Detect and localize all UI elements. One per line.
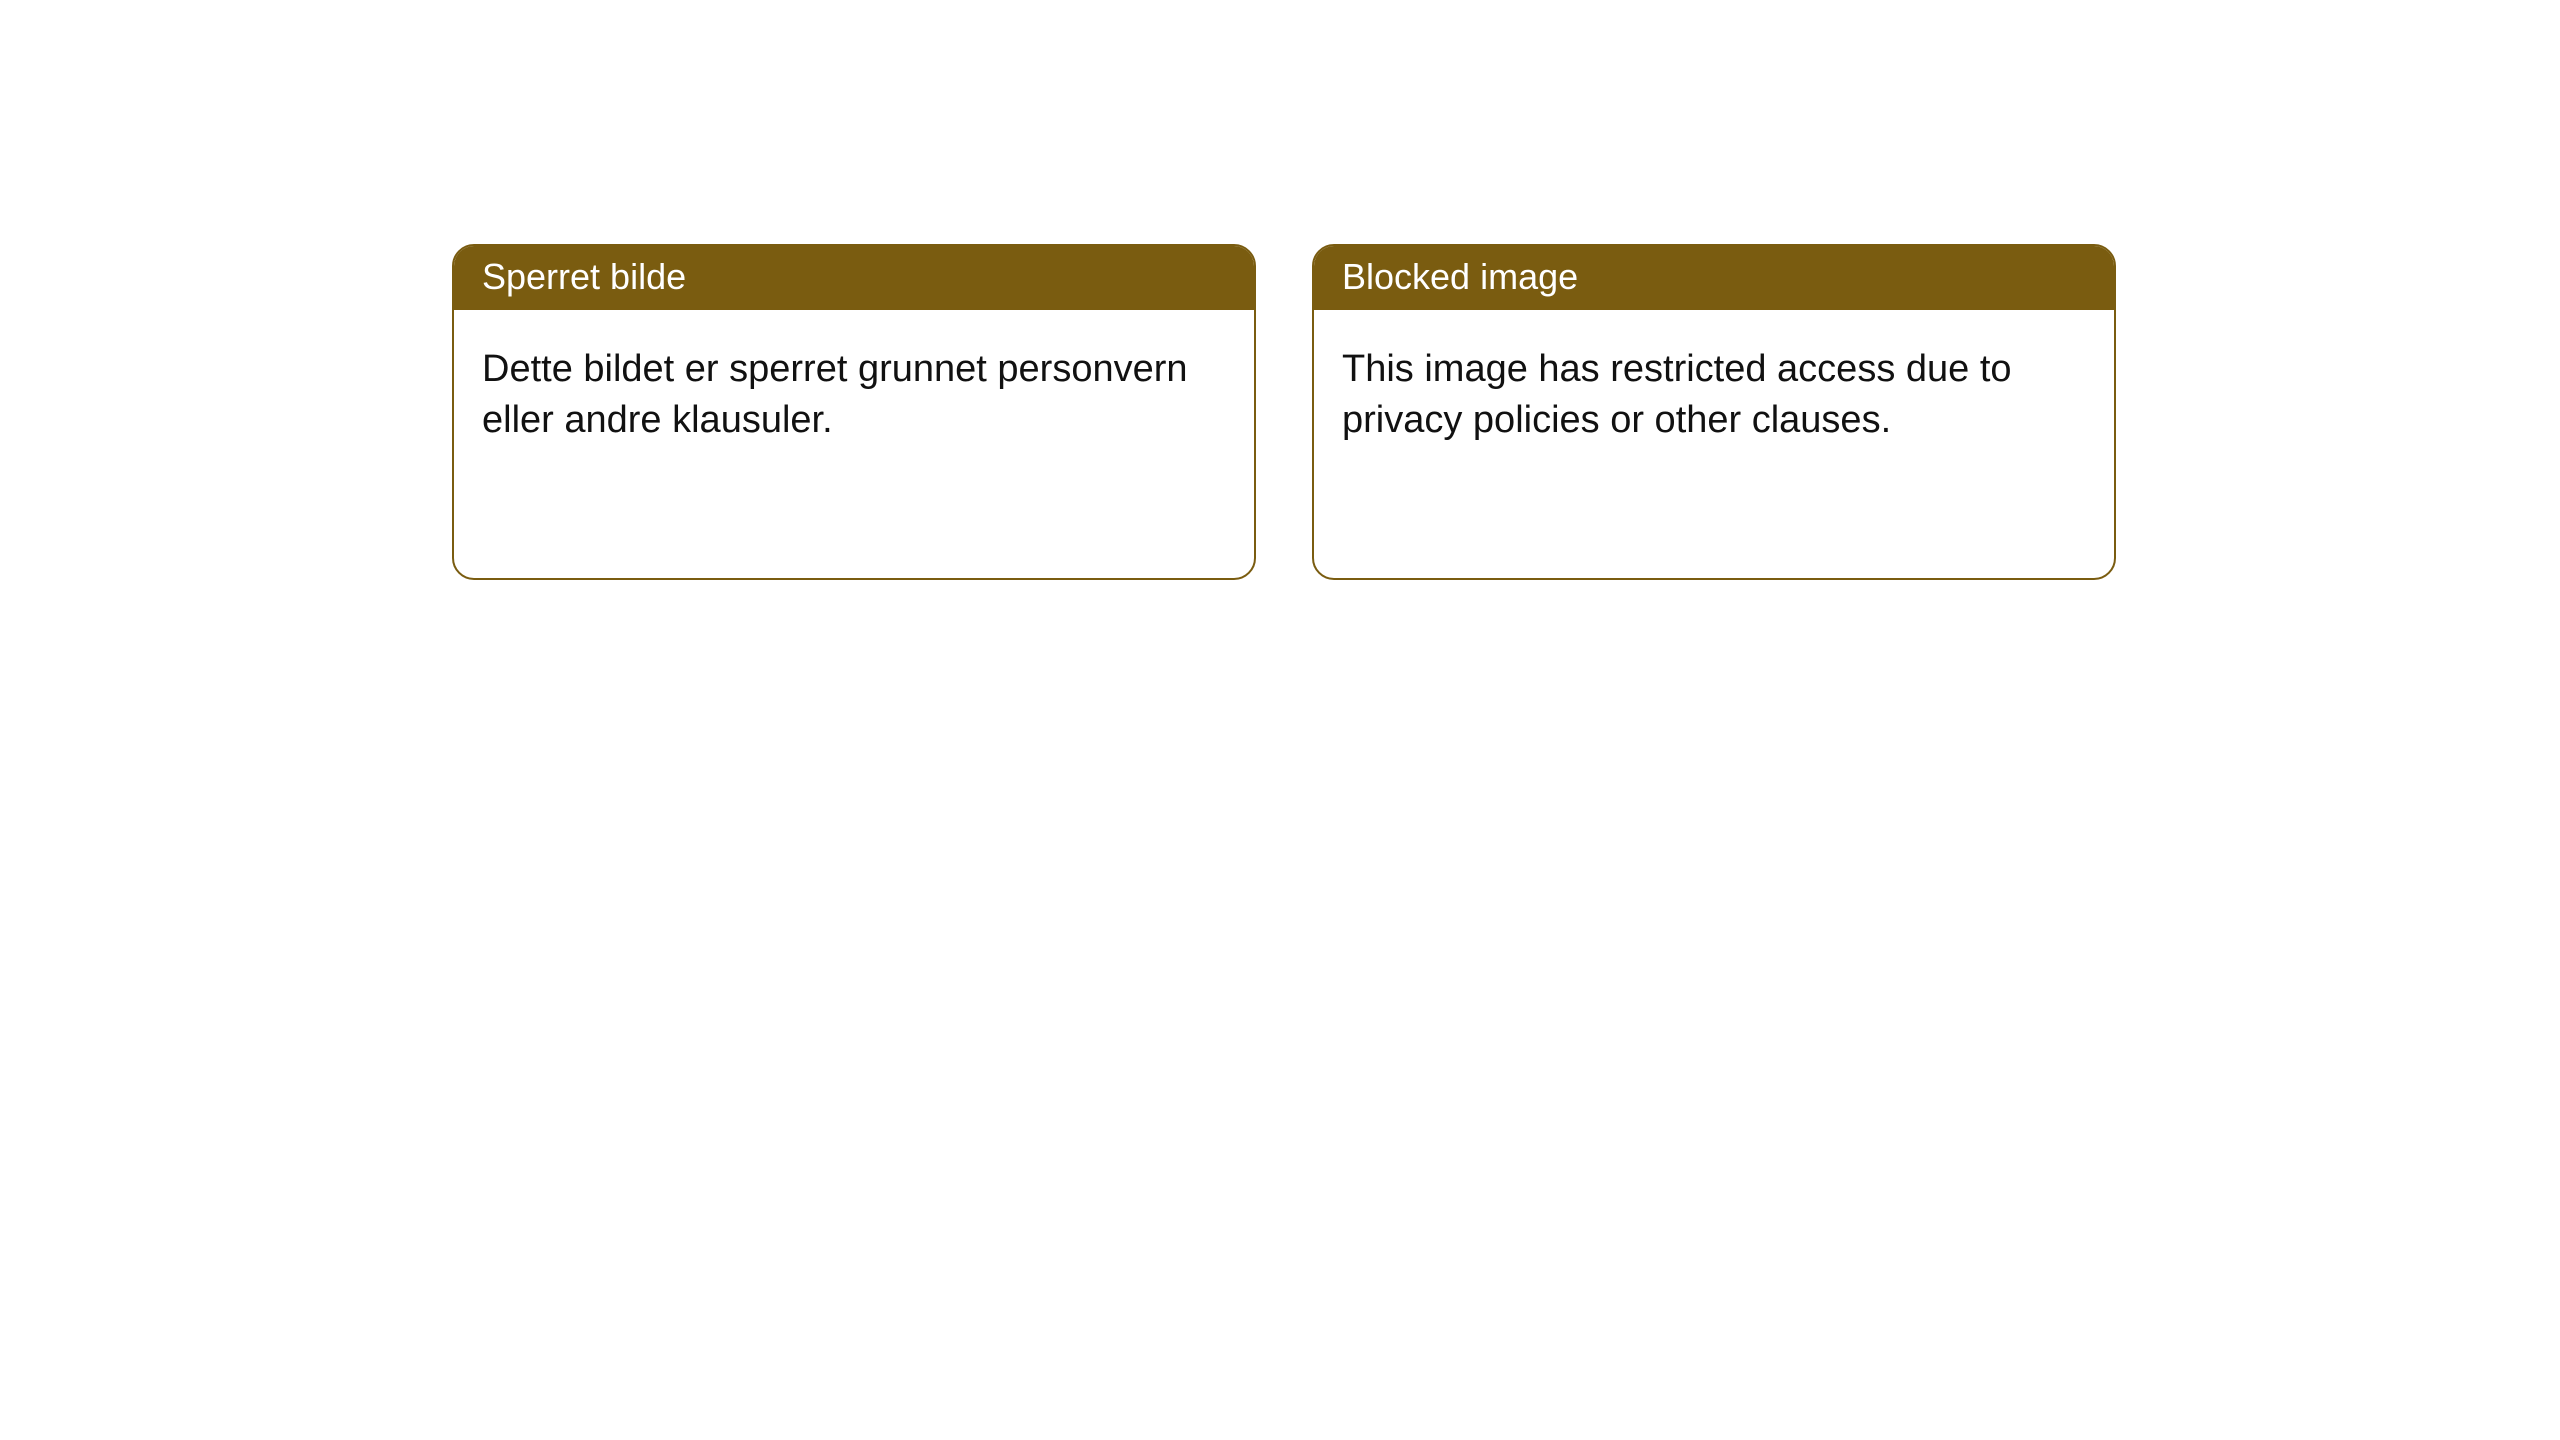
notice-card-title: Blocked image [1314,246,2114,310]
notice-card-english: Blocked image This image has restricted … [1312,244,2116,580]
notice-card-norwegian: Sperret bilde Dette bildet er sperret gr… [452,244,1256,580]
notice-card-container: Sperret bilde Dette bildet er sperret gr… [0,0,2560,580]
notice-card-body: This image has restricted access due to … [1314,310,2114,475]
notice-card-body: Dette bildet er sperret grunnet personve… [454,310,1254,475]
notice-card-title: Sperret bilde [454,246,1254,310]
